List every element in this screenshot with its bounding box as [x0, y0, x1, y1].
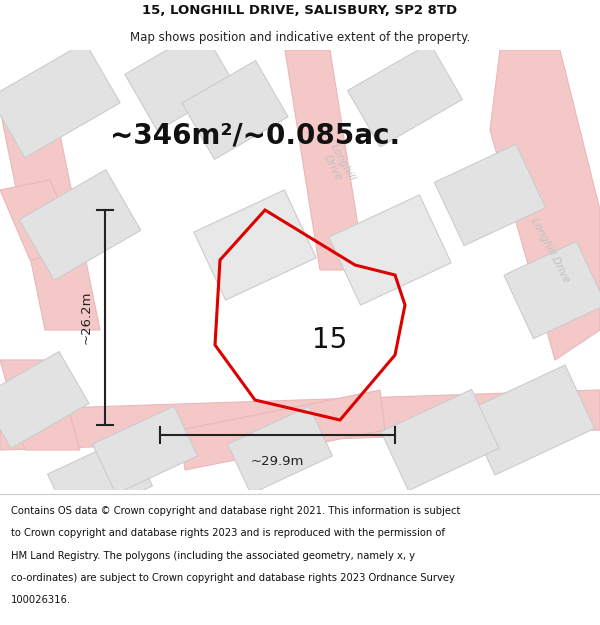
Text: Contains OS data © Crown copyright and database right 2021. This information is : Contains OS data © Crown copyright and d… — [11, 506, 460, 516]
Text: Longhill Drive: Longhill Drive — [529, 216, 571, 284]
Text: ~29.9m: ~29.9m — [251, 455, 304, 468]
Polygon shape — [434, 144, 545, 246]
Text: HM Land Registry. The polygons (including the associated geometry, namely x, y: HM Land Registry. The polygons (includin… — [11, 551, 415, 561]
Polygon shape — [19, 170, 141, 280]
Polygon shape — [182, 61, 288, 159]
Polygon shape — [381, 389, 499, 491]
Polygon shape — [466, 365, 595, 475]
Text: Longhill
Drive: Longhill Drive — [319, 142, 357, 188]
Text: 15: 15 — [313, 326, 347, 354]
Polygon shape — [227, 406, 332, 494]
Polygon shape — [194, 190, 316, 300]
Polygon shape — [125, 29, 235, 131]
Text: Map shows position and indicative extent of the property.: Map shows position and indicative extent… — [130, 31, 470, 44]
Polygon shape — [285, 50, 365, 270]
Polygon shape — [0, 110, 100, 330]
Text: 100026316.: 100026316. — [11, 595, 71, 605]
Polygon shape — [490, 50, 600, 360]
Text: to Crown copyright and database rights 2023 and is reproduced with the permissio: to Crown copyright and database rights 2… — [11, 529, 445, 539]
Text: ~346m²/~0.085ac.: ~346m²/~0.085ac. — [110, 121, 400, 149]
Polygon shape — [0, 351, 89, 449]
Polygon shape — [329, 195, 451, 305]
Polygon shape — [0, 180, 80, 260]
Polygon shape — [180, 390, 385, 470]
Polygon shape — [347, 43, 463, 147]
Text: ~26.2m: ~26.2m — [80, 291, 93, 344]
Text: co-ordinates) are subject to Crown copyright and database rights 2023 Ordnance S: co-ordinates) are subject to Crown copyr… — [11, 573, 455, 583]
Polygon shape — [0, 42, 120, 158]
Polygon shape — [92, 406, 197, 494]
Text: 15, LONGHILL DRIVE, SALISBURY, SP2 8TD: 15, LONGHILL DRIVE, SALISBURY, SP2 8TD — [142, 4, 458, 18]
Polygon shape — [0, 390, 600, 450]
Polygon shape — [0, 360, 80, 450]
Polygon shape — [504, 241, 600, 339]
Polygon shape — [47, 436, 152, 524]
